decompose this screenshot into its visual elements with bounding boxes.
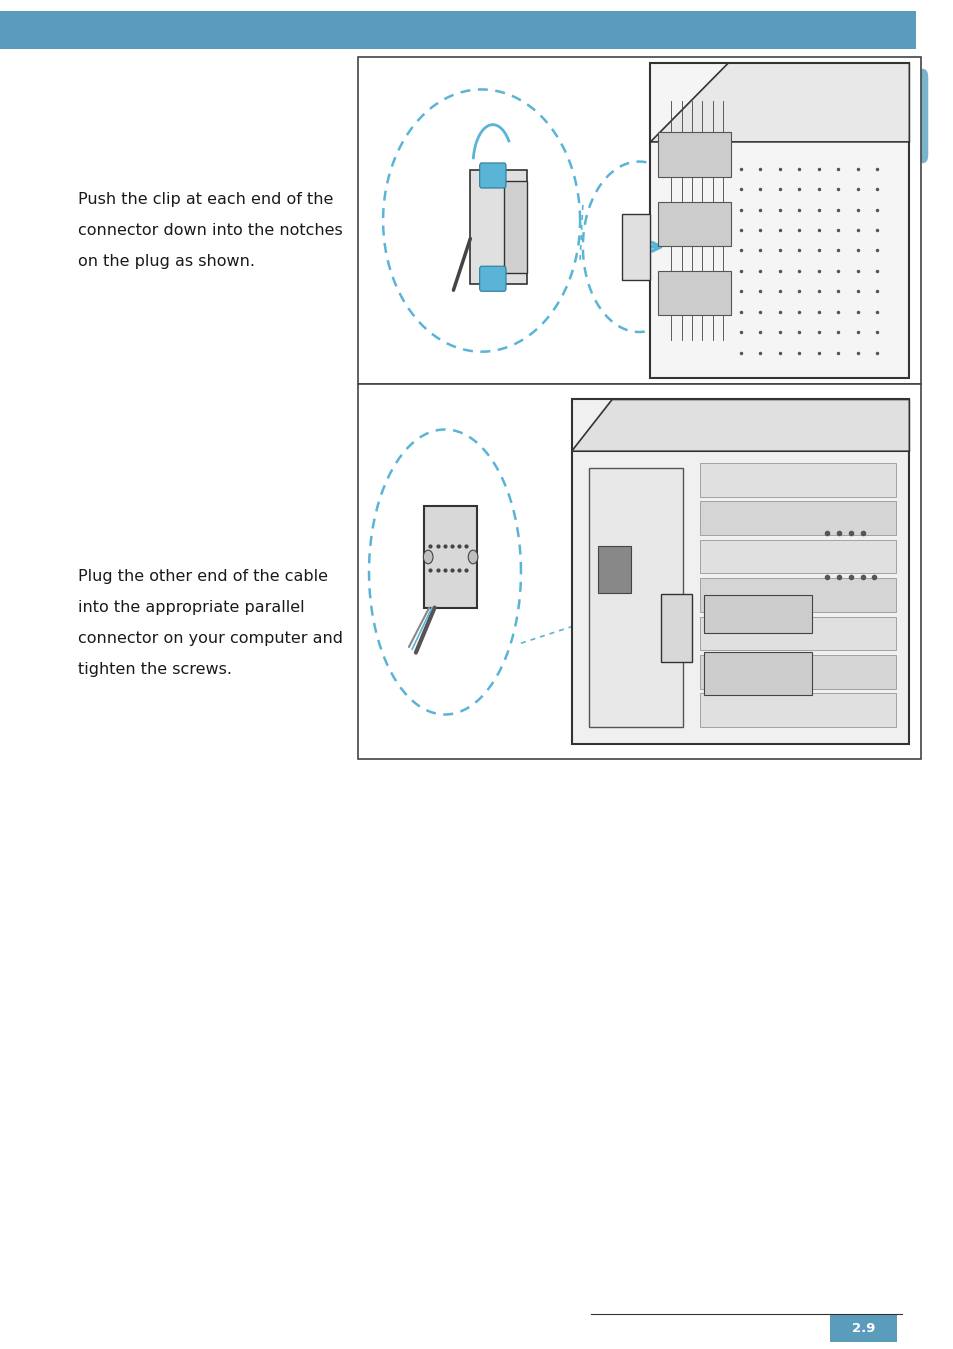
FancyBboxPatch shape [700,463,895,496]
Circle shape [468,550,477,564]
FancyBboxPatch shape [479,266,505,291]
FancyBboxPatch shape [658,132,730,177]
Text: 2: 2 [873,94,902,138]
Text: Push the clip at each end of the: Push the clip at each end of the [78,192,334,206]
FancyBboxPatch shape [650,63,908,378]
Polygon shape [423,506,476,607]
FancyBboxPatch shape [700,502,895,536]
FancyBboxPatch shape [700,693,895,727]
Text: on the plug as shown.: on the plug as shown. [78,254,255,268]
FancyBboxPatch shape [357,384,920,759]
Text: into the appropriate parallel: into the appropriate parallel [78,600,305,615]
Circle shape [423,550,433,564]
FancyBboxPatch shape [0,12,915,49]
FancyBboxPatch shape [357,57,920,384]
Polygon shape [659,595,691,662]
FancyBboxPatch shape [700,656,895,689]
Polygon shape [503,181,526,272]
FancyBboxPatch shape [829,1315,896,1342]
Polygon shape [650,63,908,142]
Polygon shape [621,214,650,279]
FancyBboxPatch shape [571,399,908,745]
Polygon shape [470,170,526,285]
Text: 2.9: 2.9 [851,1322,874,1336]
FancyBboxPatch shape [847,69,927,163]
FancyBboxPatch shape [700,616,895,650]
FancyBboxPatch shape [703,595,811,633]
Text: Plug the other end of the cable: Plug the other end of the cable [78,569,328,584]
FancyBboxPatch shape [700,540,895,573]
Text: connector on your computer and: connector on your computer and [78,631,343,646]
FancyBboxPatch shape [700,579,895,612]
Text: connector down into the notches: connector down into the notches [78,223,343,237]
FancyBboxPatch shape [658,202,730,246]
FancyBboxPatch shape [479,163,505,188]
Polygon shape [571,399,908,451]
FancyBboxPatch shape [658,271,730,314]
Text: tighten the screws.: tighten the screws. [78,662,232,677]
FancyBboxPatch shape [588,468,682,727]
FancyBboxPatch shape [598,546,631,592]
FancyBboxPatch shape [703,652,811,695]
